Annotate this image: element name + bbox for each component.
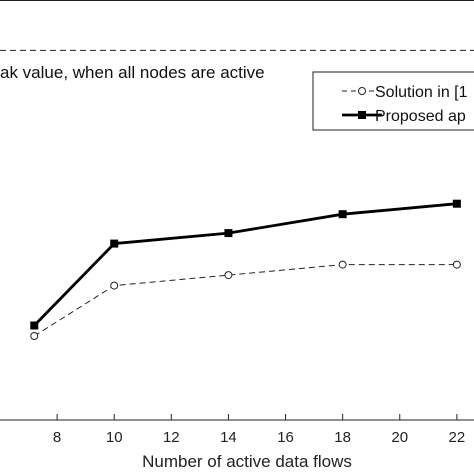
series-line-solution xyxy=(33,264,457,337)
data-point-solution xyxy=(338,260,347,269)
legend-marker-solution xyxy=(358,87,366,95)
data-point-solution xyxy=(452,260,461,269)
legend-label-proposed: Proposed ap xyxy=(375,108,466,125)
x-tick-label: 14 xyxy=(220,429,237,446)
data-point-solution xyxy=(110,281,119,290)
x-tick-label: 20 xyxy=(391,429,408,446)
x-tick-label: 12 xyxy=(163,429,180,446)
data-point-proposed xyxy=(224,229,233,238)
legend: Solution in [1 Proposed ap xyxy=(312,71,474,131)
legend-marker-proposed xyxy=(358,111,366,119)
x-tick-label: 22 xyxy=(449,429,466,446)
data-point-solution xyxy=(30,332,39,340)
series-group xyxy=(30,199,461,340)
x-tick-label: 16 xyxy=(277,429,294,446)
legend-label-solution: Solution in [1 xyxy=(375,84,468,101)
legend-box xyxy=(312,71,474,131)
x-ticks: 8 10 12 14 16 18 20 22 xyxy=(53,414,465,446)
x-axis-title: Number of active data flows xyxy=(142,452,352,471)
data-point-proposed xyxy=(30,321,39,330)
data-point-solution xyxy=(224,271,233,280)
x-tick-label: 8 xyxy=(53,429,61,446)
annotation-text: ak value, when all nodes are active xyxy=(0,63,265,82)
data-point-proposed xyxy=(338,210,347,219)
data-point-proposed xyxy=(452,199,461,208)
data-point-proposed xyxy=(110,239,119,248)
plot-axes xyxy=(0,0,474,421)
x-tick-label: 10 xyxy=(106,429,123,446)
x-tick-label: 18 xyxy=(334,429,351,446)
